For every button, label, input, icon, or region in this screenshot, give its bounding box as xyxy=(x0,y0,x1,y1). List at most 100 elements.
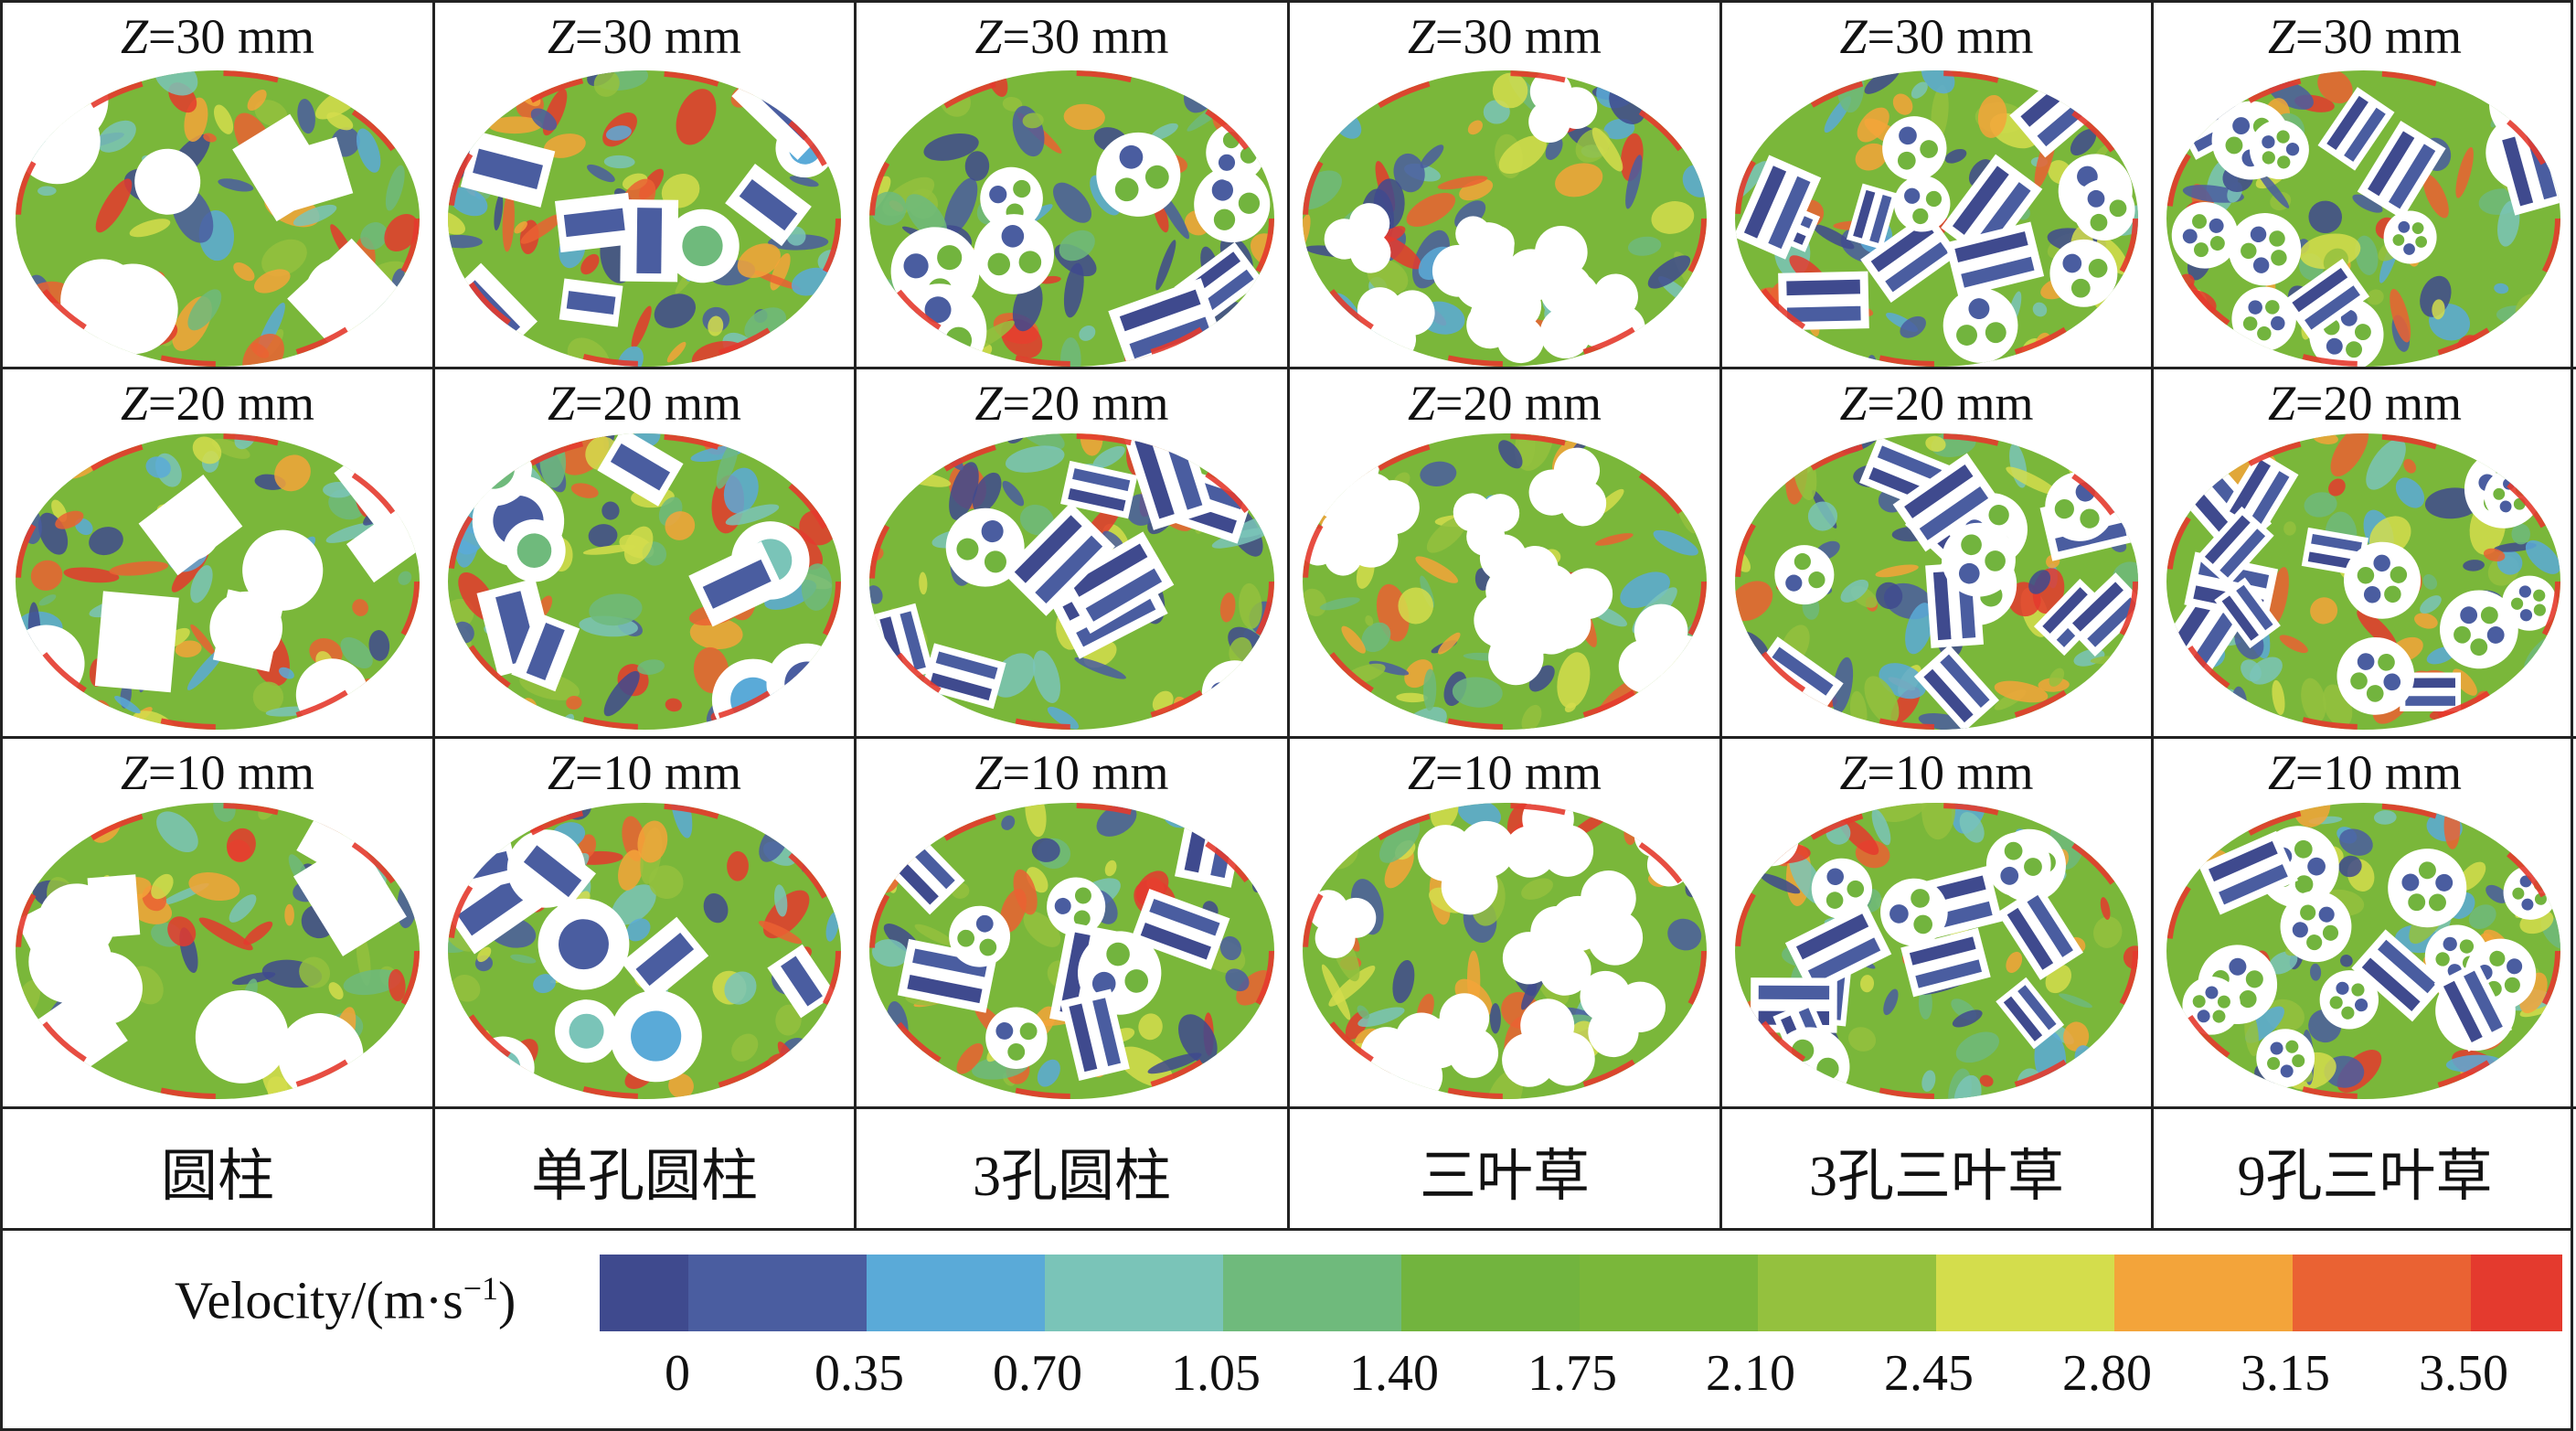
velocity-blob xyxy=(1855,143,1888,171)
velocity-blob xyxy=(1117,1046,1174,1088)
velocity-blob xyxy=(203,133,217,143)
wall-high-velocity-rim xyxy=(1735,803,2138,1099)
velocity-blob xyxy=(1921,70,1955,94)
velocity-blob xyxy=(2414,613,2438,629)
velocity-blob xyxy=(2308,200,2342,234)
particle-section xyxy=(2388,849,2467,928)
velocity-blob xyxy=(1325,822,1336,839)
velocity-contour xyxy=(448,433,841,730)
velocity-blob xyxy=(477,946,492,963)
velocity-contour xyxy=(448,70,841,367)
velocity-contour xyxy=(1303,70,1707,367)
particle-section xyxy=(665,208,740,283)
velocity-blob xyxy=(2317,70,2353,104)
color-bar-tick-label: 0 xyxy=(665,1345,690,1402)
velocity-blob xyxy=(1875,564,1919,578)
particle-section xyxy=(2198,830,2298,915)
velocity-blob xyxy=(2330,433,2369,477)
velocity-blob xyxy=(2366,438,2406,490)
velocity-blob xyxy=(1320,1071,1339,1090)
velocity-blob xyxy=(716,439,739,489)
wall-high-velocity-rim xyxy=(2166,70,2560,367)
velocity-blob xyxy=(114,696,141,714)
velocity-blob xyxy=(1953,1074,1982,1099)
color-bar-tick-label: 1.75 xyxy=(1528,1345,1617,1402)
velocity-blob xyxy=(804,1037,840,1072)
velocity-blob xyxy=(1955,1031,2000,1063)
particle-shape-label: 9孔三叶草 xyxy=(2237,1145,2493,1208)
velocity-blob xyxy=(774,884,788,917)
wall-high-velocity-rim xyxy=(16,70,420,367)
velocity-blob xyxy=(156,811,198,853)
velocity-blob xyxy=(1037,1059,1060,1087)
particle-section xyxy=(1539,272,1626,359)
velocity-blob xyxy=(2339,828,2373,856)
velocity-blob xyxy=(253,269,291,294)
particle-section xyxy=(1943,288,2018,363)
velocity-blob xyxy=(654,294,697,328)
velocity-blob xyxy=(869,1028,905,1061)
particle-section xyxy=(87,874,141,939)
velocity-blob xyxy=(2166,1065,2206,1099)
velocity-blob xyxy=(972,472,1002,513)
velocity-blob xyxy=(243,921,273,945)
velocity-blob xyxy=(389,837,419,858)
particle-section xyxy=(1860,211,1959,303)
contour-panel: Z=30 mm xyxy=(1290,3,1722,369)
particle-section xyxy=(509,829,597,913)
velocity-contour xyxy=(1735,803,2138,1099)
velocity-blob xyxy=(154,70,198,96)
velocity-blob xyxy=(1838,817,1879,856)
particle-section xyxy=(1194,166,1271,243)
velocity-blob xyxy=(1735,678,1768,724)
velocity-blob xyxy=(1735,581,1773,622)
panel-title: Z=10 mm xyxy=(547,745,741,800)
wall-high-velocity-rim xyxy=(1303,803,1707,1099)
particle-section xyxy=(921,643,1006,710)
particle-section xyxy=(1774,545,1835,605)
velocity-blob xyxy=(1092,445,1125,469)
velocity-blob xyxy=(1357,1005,1370,1020)
velocity-blob xyxy=(1022,112,1044,129)
velocity-blob xyxy=(1594,533,1634,546)
velocity-legend: Velocity/(m·s−1) 0 0.35 0.70 1.05 1.40 1.75 2.… xyxy=(0,1231,2573,1431)
velocity-blob xyxy=(2352,194,2383,213)
velocity-blob xyxy=(2511,523,2530,545)
color-bar-tick-label: 3.50 xyxy=(2419,1345,2508,1402)
velocity-blob xyxy=(1360,78,1379,105)
color-bar-segment xyxy=(2471,1255,2562,1331)
velocity-blob xyxy=(368,630,390,661)
velocity-contour xyxy=(1735,433,2138,730)
velocity-blob xyxy=(252,681,284,713)
velocity-blob xyxy=(1398,587,1434,625)
particle-section xyxy=(69,952,143,1025)
velocity-blob xyxy=(1807,501,1838,531)
velocity-blob xyxy=(61,332,92,358)
velocity-blob xyxy=(2124,651,2138,678)
velocity-blob xyxy=(190,565,213,603)
velocity-blob xyxy=(914,924,953,945)
particle-section xyxy=(1880,878,1948,946)
wall-high-velocity-rim xyxy=(448,803,841,1099)
velocity-blob xyxy=(869,665,889,699)
velocity-blob xyxy=(2104,835,2138,867)
color-bar-segment xyxy=(867,1255,1045,1331)
velocity-blob xyxy=(889,1070,908,1099)
velocity-blob xyxy=(665,511,696,540)
velocity-blob xyxy=(791,677,834,723)
velocity-blob xyxy=(1252,143,1274,158)
velocity-blob xyxy=(1079,326,1096,341)
velocity-blob xyxy=(448,210,465,235)
velocity-blob xyxy=(1498,135,1547,175)
velocity-blob xyxy=(1557,652,1591,709)
velocity-blob xyxy=(1864,676,1900,725)
velocity-blob xyxy=(799,822,817,844)
particle-section xyxy=(2073,178,2135,241)
particle-section xyxy=(1846,183,1899,251)
velocity-blob xyxy=(2059,993,2092,1009)
velocity-blob xyxy=(1306,294,1332,344)
color-bar-tick-label: 1.05 xyxy=(1171,1345,1261,1402)
contour-grid: Z=30 mm Z=30 mm Z=30 mm Z=30 mm Z=30 mm Z=30 … xyxy=(0,0,2576,1231)
velocity-contour xyxy=(16,433,420,730)
wall-high-velocity-rim xyxy=(16,433,420,730)
